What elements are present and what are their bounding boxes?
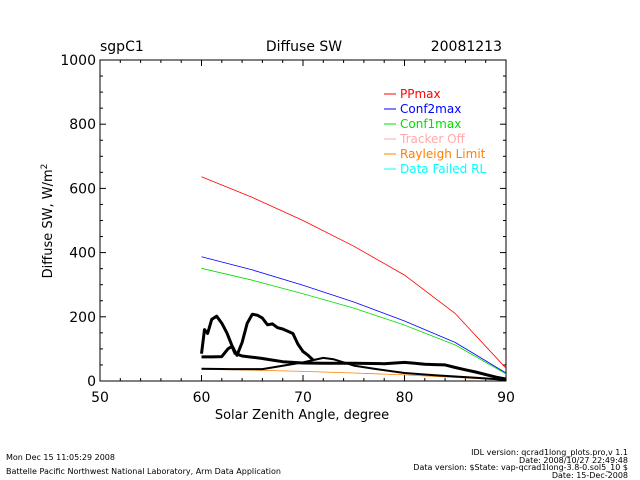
footer-idl: IDL version: qcrad1long_plots.pro,v 1.1 <box>471 448 628 457</box>
legend-label: Rayleigh Limit <box>400 147 486 161</box>
x-tick-label: 80 <box>396 390 414 406</box>
date-label: 20081213 <box>431 39 502 55</box>
series-line-conf1max <box>201 267 507 375</box>
series-line-measured-6 <box>200 312 315 362</box>
legend-label: Tracker Off <box>399 132 466 146</box>
y-tick-label: 0 <box>87 374 96 390</box>
footer-idl-date: Date: 2008/10/27 22:49:48 <box>519 456 628 465</box>
svg-text:Diffuse SW, W/m2: Diffuse SW, W/m2 <box>40 164 56 279</box>
legend-label: Data Failed RL <box>400 162 486 176</box>
series-line-measured-7 <box>201 344 507 381</box>
series-line-ppmax <box>201 176 507 369</box>
series-line-conf2max <box>201 256 507 374</box>
x-tick-label: 50 <box>91 390 109 406</box>
legend-label: Conf2max <box>400 102 461 116</box>
series-line-measured-8 <box>201 356 507 381</box>
y-tick-label: 800 <box>69 117 96 133</box>
footer-data-version: Data version: $State: vap-qcrad1long-3.8… <box>413 463 628 472</box>
y-axis-title-main: Diffuse SW, W/m <box>41 169 56 278</box>
series-line-rayleigh-limit <box>201 369 507 381</box>
y-tick-label: 200 <box>69 310 96 326</box>
axis-ticks: 50 60 70 80 90 0 200 400 600 800 1000 <box>60 53 515 406</box>
series-group <box>200 176 507 381</box>
x-tick-label: 90 <box>497 390 515 406</box>
footer-timestamp: Mon Dec 15 11:05:29 2008 <box>6 453 115 462</box>
legend-label: PPmax <box>400 87 441 101</box>
y-tick-label: 1000 <box>60 53 96 69</box>
x-tick-label: 70 <box>294 390 312 406</box>
y-tick-label: 400 <box>69 246 96 262</box>
y-axis-title-sup: 2 <box>40 164 50 170</box>
y-axis-title: Diffuse SW, W/m2 <box>40 164 56 279</box>
footer-lab: Battelle Pacific Northwest National Labo… <box>6 467 281 476</box>
footer-data-date: Date: 15-Dec-2008 <box>552 471 628 480</box>
chart-title: Diffuse SW <box>266 39 342 55</box>
legend-label: Conf1max <box>400 117 461 131</box>
x-tick-label: 60 <box>193 390 211 406</box>
site-label: sgpC1 <box>100 39 144 55</box>
y-tick-label: 600 <box>69 181 96 197</box>
x-axis-title: Solar Zenith Angle, degree <box>215 408 389 423</box>
